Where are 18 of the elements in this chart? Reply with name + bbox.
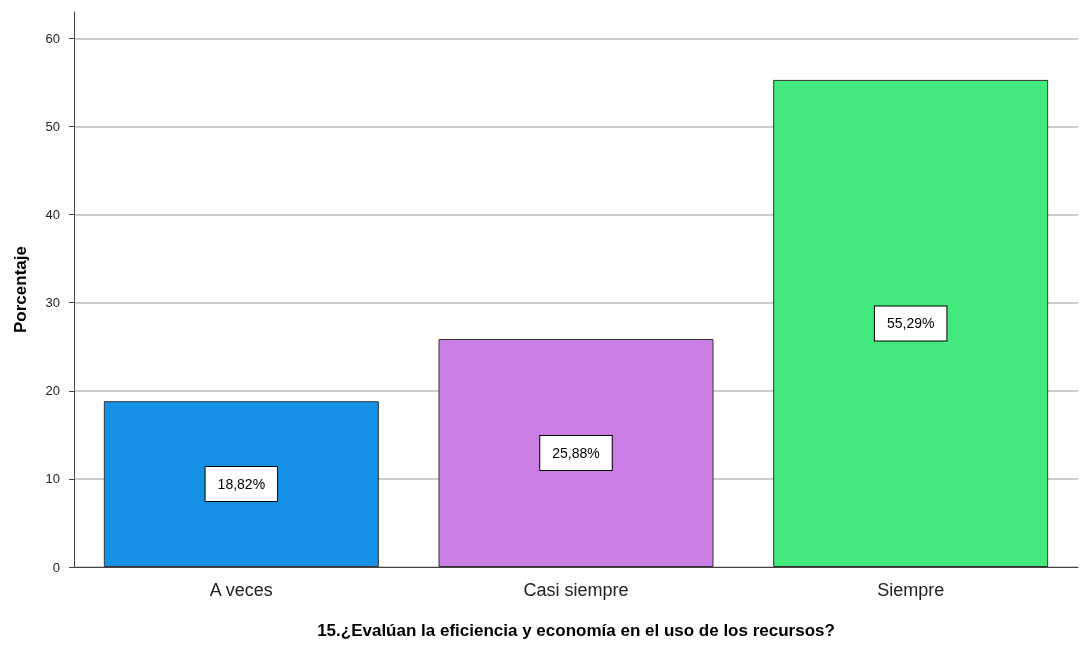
x-tick-label: Siempre — [877, 580, 945, 600]
y-tick-label: 50 — [45, 119, 60, 135]
y-tick-label: 20 — [45, 383, 60, 399]
y-tick-label: 60 — [45, 30, 60, 46]
y-tick-label: 10 — [45, 471, 60, 487]
x-tick-label: Casi siempre — [523, 580, 629, 600]
bar — [438, 339, 714, 567]
y-tick-label: 40 — [45, 207, 60, 223]
bar — [103, 401, 379, 567]
x-axis-title: 15.¿Evalúan la eficiencia y economía en el uso de los recursos? — [317, 621, 835, 640]
data-label: 18,82% — [217, 476, 266, 493]
x-tick-label: A veces — [209, 580, 273, 600]
y-axis-title: Porcentaje — [11, 246, 30, 333]
data-label: 25,88% — [552, 445, 600, 461]
bar — [773, 79, 1049, 567]
y-tick-label: 30 — [45, 295, 60, 311]
data-label: 55,29% — [886, 315, 935, 332]
y-tick-label: 0 — [52, 559, 60, 575]
